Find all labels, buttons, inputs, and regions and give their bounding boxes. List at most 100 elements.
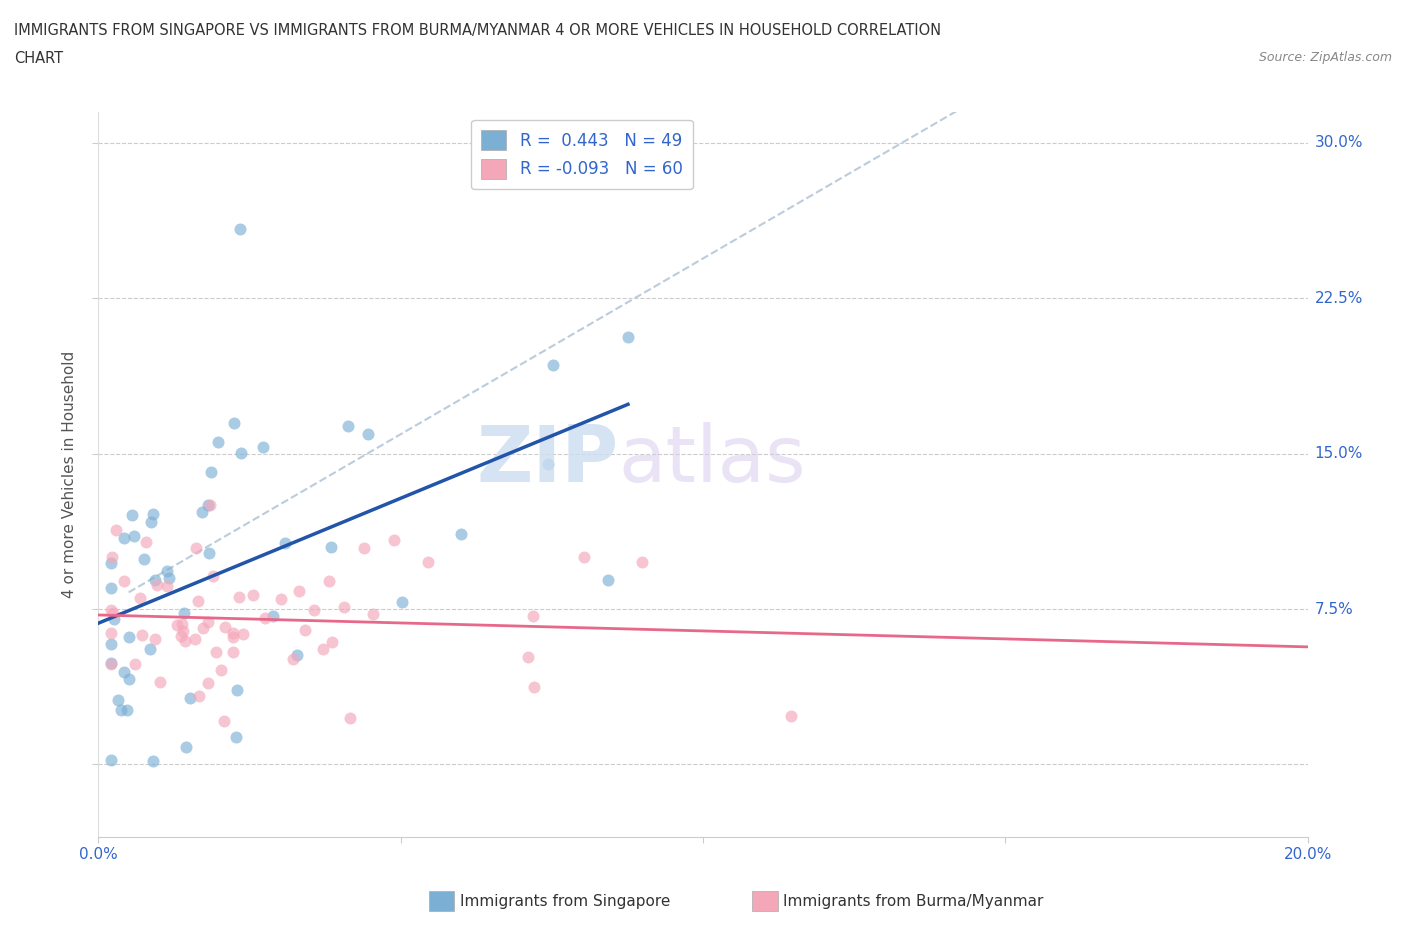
- Point: [222, 625, 245, 640]
- Point: [225, 729, 247, 744]
- Point: [187, 593, 209, 608]
- Point: [100, 752, 122, 767]
- Point: [205, 645, 228, 660]
- Point: [228, 590, 250, 604]
- Point: [100, 580, 122, 595]
- Point: [779, 709, 801, 724]
- Point: [200, 465, 222, 480]
- Point: [129, 591, 152, 605]
- Point: [231, 445, 253, 460]
- Point: [319, 539, 342, 554]
- Text: atlas: atlas: [619, 422, 806, 498]
- Text: 7.5%: 7.5%: [1315, 602, 1354, 617]
- Point: [118, 671, 141, 686]
- Point: [332, 600, 354, 615]
- Point: [156, 578, 179, 593]
- Text: Source: ZipAtlas.com: Source: ZipAtlas.com: [1258, 51, 1392, 64]
- Point: [101, 550, 124, 565]
- Point: [321, 634, 343, 649]
- Point: [617, 329, 640, 344]
- Point: [198, 546, 221, 561]
- Point: [229, 221, 252, 236]
- Point: [100, 656, 122, 671]
- Point: [110, 703, 132, 718]
- Point: [172, 623, 194, 638]
- Point: [214, 619, 236, 634]
- Point: [287, 647, 309, 662]
- Point: [184, 631, 207, 646]
- Point: [281, 652, 304, 667]
- Point: [221, 644, 243, 659]
- Point: [198, 498, 221, 512]
- Text: Immigrants from Singapore: Immigrants from Singapore: [460, 894, 671, 909]
- Point: [232, 627, 254, 642]
- Point: [174, 633, 197, 648]
- Point: [179, 691, 201, 706]
- Point: [197, 675, 219, 690]
- Point: [121, 508, 143, 523]
- Point: [197, 615, 219, 630]
- Point: [226, 683, 249, 698]
- Point: [537, 457, 560, 472]
- Text: Immigrants from Burma/Myanmar: Immigrants from Burma/Myanmar: [783, 894, 1043, 909]
- Point: [631, 555, 654, 570]
- Point: [273, 536, 295, 551]
- Point: [212, 713, 235, 728]
- Point: [100, 637, 122, 652]
- Point: [142, 753, 165, 768]
- Point: [418, 555, 440, 570]
- Point: [112, 665, 135, 680]
- Text: 22.5%: 22.5%: [1315, 291, 1362, 306]
- Text: 15.0%: 15.0%: [1315, 446, 1362, 461]
- Point: [184, 540, 207, 555]
- Point: [173, 605, 195, 620]
- Text: IMMIGRANTS FROM SINGAPORE VS IMMIGRANTS FROM BURMA/MYANMAR 4 OR MORE VEHICLES IN: IMMIGRANTS FROM SINGAPORE VS IMMIGRANTS …: [14, 23, 941, 38]
- Point: [517, 650, 540, 665]
- Point: [101, 605, 124, 620]
- Point: [112, 531, 135, 546]
- Point: [112, 574, 135, 589]
- Point: [382, 533, 405, 548]
- Point: [139, 514, 162, 529]
- Point: [118, 630, 141, 644]
- Point: [222, 416, 245, 431]
- Point: [523, 680, 546, 695]
- Point: [201, 568, 224, 583]
- Point: [100, 603, 122, 618]
- Point: [100, 555, 122, 570]
- Point: [252, 439, 274, 454]
- Point: [170, 629, 193, 644]
- Point: [353, 540, 375, 555]
- Point: [361, 607, 384, 622]
- Point: [294, 623, 316, 638]
- Point: [357, 427, 380, 442]
- Point: [124, 657, 146, 671]
- Point: [143, 572, 166, 587]
- Point: [190, 505, 212, 520]
- Text: CHART: CHART: [14, 51, 63, 66]
- Point: [103, 612, 125, 627]
- Point: [209, 662, 232, 677]
- Point: [391, 595, 413, 610]
- Point: [146, 578, 169, 592]
- Point: [107, 693, 129, 708]
- Point: [318, 574, 340, 589]
- Point: [311, 642, 333, 657]
- Point: [132, 551, 155, 566]
- Legend: R =  0.443   N = 49, R = -0.093   N = 60: R = 0.443 N = 49, R = -0.093 N = 60: [471, 120, 693, 189]
- Point: [174, 739, 197, 754]
- Point: [104, 523, 127, 538]
- Point: [139, 642, 162, 657]
- Point: [156, 564, 179, 578]
- Point: [288, 584, 311, 599]
- Point: [100, 657, 122, 671]
- Point: [115, 703, 138, 718]
- Point: [124, 529, 146, 544]
- Point: [543, 358, 565, 373]
- Point: [222, 630, 245, 644]
- Point: [143, 631, 166, 646]
- Point: [339, 711, 361, 725]
- Point: [188, 688, 211, 703]
- Point: [242, 588, 264, 603]
- Point: [172, 617, 194, 631]
